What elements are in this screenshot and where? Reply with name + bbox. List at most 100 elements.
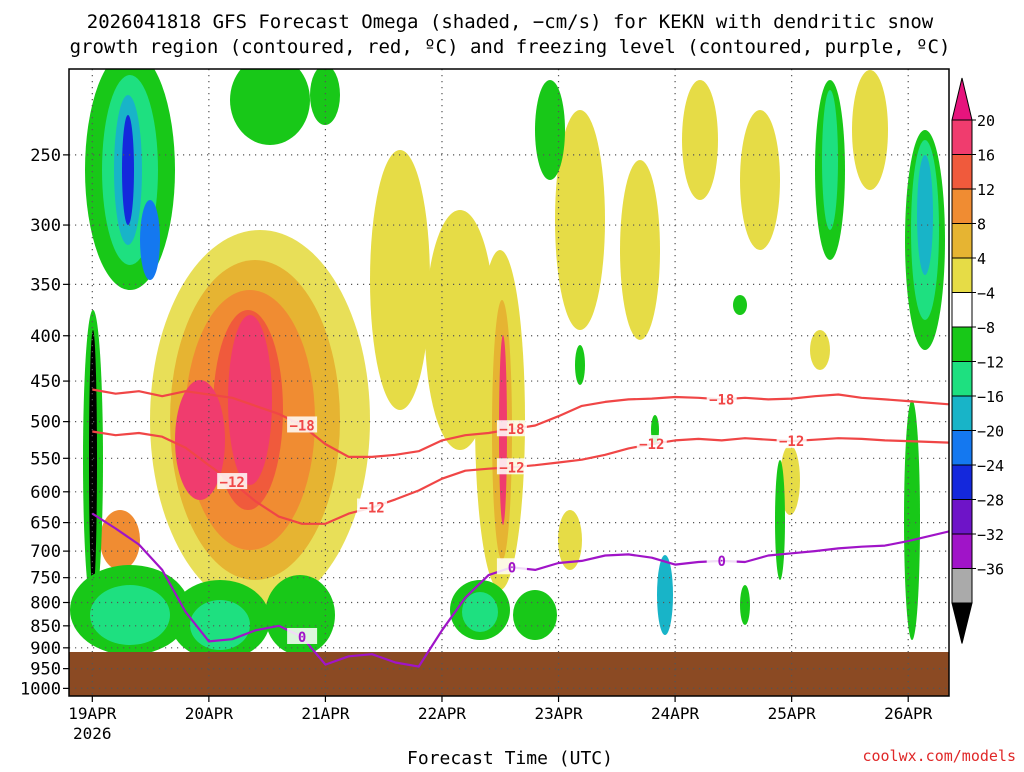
colorbar-label: −28	[977, 492, 1004, 510]
omega-area-descent	[733, 295, 747, 315]
pressure-axis: 2503003504004505005506006507007508008509…	[20, 146, 69, 699]
omega-area-descent	[265, 575, 335, 655]
omega-area-ascent	[740, 110, 780, 250]
omega-area-descent	[462, 592, 498, 632]
colorbar-swatch	[951, 533, 973, 569]
omega-area-ascent	[852, 70, 888, 190]
y-tick-label: 600	[30, 483, 61, 503]
y-tick-label: 650	[30, 514, 61, 534]
x-tick-label: 20APR	[185, 704, 234, 723]
omega-area-descent	[90, 585, 170, 645]
colorbar-legend: 20 16 12 8 4 −4 −8 −12 −16 −20 −24 −28 −32 −36	[951, 77, 1004, 644]
omega-area-descent	[575, 345, 585, 385]
colorbar-label: 16	[977, 147, 995, 165]
contour-label: 0	[508, 560, 516, 576]
colorbar-label: −24	[977, 457, 1004, 475]
y-tick-label: 950	[30, 660, 61, 680]
omega-area-ascent	[555, 110, 605, 330]
contour-label-bg	[776, 432, 807, 449]
colorbar-label: −36	[977, 561, 1004, 579]
contour-label: −18	[499, 422, 524, 438]
omega-area-ascent	[810, 330, 830, 370]
omega-area-descent	[775, 460, 785, 580]
colorbar-bottom-arrow	[951, 602, 973, 644]
y-tick-label: 400	[30, 327, 61, 347]
colorbar-swatch	[951, 292, 973, 328]
colorbar-label: −16	[977, 388, 1004, 406]
y-tick-label: 900	[30, 639, 61, 659]
contour-label-bg	[636, 435, 667, 452]
omega-area-ascent	[370, 150, 430, 410]
colorbar-swatch	[951, 223, 973, 259]
omega-area-ascent	[558, 510, 582, 570]
colorbar-swatch	[951, 464, 973, 500]
plot-frame	[68, 68, 950, 697]
omega-area-descent	[190, 600, 250, 650]
colorbar-swatch	[951, 499, 973, 535]
contour-label: −12	[639, 437, 664, 453]
contour-label-bg	[287, 416, 318, 433]
x-tick-label: 21APR	[301, 704, 350, 723]
colorbar-label: −20	[977, 423, 1004, 441]
colorbar-swatch	[951, 395, 973, 431]
contour-label: −12	[779, 434, 804, 450]
y-tick-label: 700	[30, 542, 61, 562]
colorbar-swatch	[951, 154, 973, 190]
contour-label-bg	[217, 473, 248, 490]
contour-label: −18	[289, 418, 314, 434]
omega-area-ascent	[175, 380, 225, 500]
colorbar-swatch	[951, 119, 973, 155]
omega-area-descent	[657, 555, 673, 635]
y-tick-label: 350	[30, 275, 61, 295]
colorbar-swatch	[951, 326, 973, 362]
colorbar-label: −4	[977, 285, 995, 303]
omega-area-descent	[230, 69, 310, 145]
x-tick-label: 22APR	[418, 704, 467, 723]
y-tick-label: 550	[30, 449, 61, 469]
temperature-contours: −18 −18 −18 −12 −12 −12 −12 −12 0 0 0	[91, 388, 949, 668]
y-tick-label: 850	[30, 617, 61, 637]
x-tick-label: 24APR	[651, 704, 700, 723]
colorbar-swatch	[951, 257, 973, 293]
omega-area-descent	[122, 115, 134, 225]
omega-area-descent	[140, 200, 160, 280]
omega-area-descent	[310, 69, 340, 125]
time-axis: 19APR 20APR 21APR 22APR 23APR 24APR 25APR 26APR…	[68, 696, 933, 743]
gridlines	[69, 69, 949, 696]
ground-below-surface	[69, 652, 949, 696]
y-tick-label: 500	[30, 413, 61, 433]
contour-label-bg	[706, 390, 737, 407]
omega-area-descent	[740, 585, 750, 625]
omega-area-ascent	[780, 445, 800, 515]
colorbar-label: 4	[977, 250, 986, 268]
omega-area-ascent	[620, 160, 660, 340]
contour-label: −12	[220, 475, 245, 491]
omega-area-descent	[904, 400, 920, 640]
colorbar-label: −12	[977, 354, 1004, 372]
chart-title-line1: 2026041818 GFS Forecast Omega (shaded, −…	[87, 11, 934, 33]
omega-area-descent	[513, 590, 557, 640]
y-tick-label: 450	[30, 372, 61, 392]
colorbar-swatch	[951, 568, 973, 604]
contour-label: −12	[359, 501, 384, 517]
y-tick-label: 750	[30, 569, 61, 589]
y-tick-label: 1000	[20, 679, 61, 699]
contour-label-bg	[357, 498, 388, 515]
contour-label-bg	[496, 420, 527, 437]
colorbar-label: 12	[977, 181, 995, 199]
contour-label-bg	[706, 551, 737, 568]
colorbar-top-arrow	[951, 77, 973, 121]
omega-area-descent	[822, 90, 838, 230]
omega-area-ascent	[682, 80, 718, 200]
credit-text: coolwx.com/models	[862, 747, 1016, 765]
colorbar-swatch	[951, 188, 973, 224]
colorbar-swatch	[951, 430, 973, 466]
omega-area-descent	[917, 155, 933, 275]
omega-area-descent	[89, 330, 97, 590]
colorbar-label: 20	[977, 112, 995, 130]
x-tick-label: 19APR	[68, 704, 117, 723]
colorbar-swatch	[951, 361, 973, 397]
omega-area-descent	[535, 80, 565, 180]
